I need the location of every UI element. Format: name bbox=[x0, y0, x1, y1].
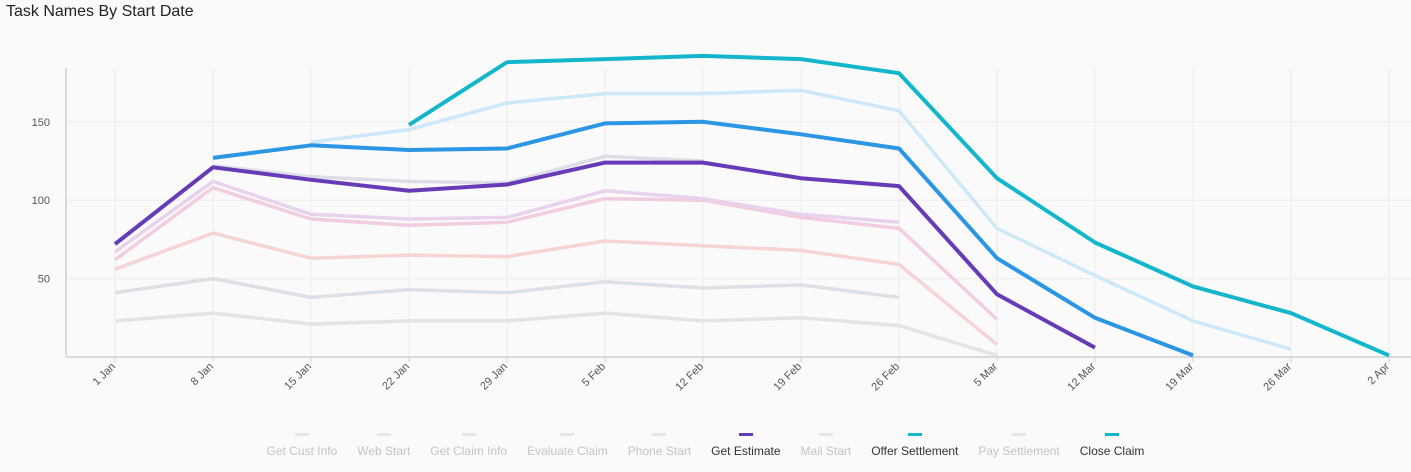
x-tick-label: 22 Jan bbox=[380, 361, 412, 393]
legend-item-web-start[interactable]: Web Start bbox=[347, 430, 420, 458]
legend-label: Web Start bbox=[357, 444, 411, 458]
x-tick-label: 19 Mar bbox=[1163, 360, 1196, 393]
legend-swatch bbox=[1105, 433, 1120, 436]
y-tick-label: 50 bbox=[38, 274, 50, 286]
legend-item-phone-start[interactable]: Phone Start bbox=[618, 430, 701, 458]
legend-label: Get Claim Info bbox=[430, 444, 508, 458]
legend-swatch bbox=[560, 433, 575, 436]
series-line-get-claim-info bbox=[114, 231, 999, 346]
legend-label: Mail Start bbox=[800, 444, 852, 458]
legend-label: Close Claim bbox=[1079, 444, 1145, 458]
legend-swatch bbox=[907, 433, 922, 436]
series-line-mail-start bbox=[212, 154, 704, 185]
legend-item-close-claim[interactable]: Close Claim bbox=[1070, 430, 1155, 458]
series-line-web-start bbox=[114, 276, 900, 300]
series-line-evaluate-claim bbox=[113, 185, 999, 321]
x-tick-label: 5 Feb bbox=[580, 361, 608, 389]
y-tick-label: 150 bbox=[32, 117, 50, 129]
legend-label: Get Estimate bbox=[711, 444, 781, 458]
x-tick-label: 29 Jan bbox=[478, 361, 510, 393]
x-tick-label: 5 Mar bbox=[972, 360, 1001, 389]
legend-item-mail-start[interactable]: Mail Start bbox=[791, 430, 862, 458]
legend-item-get-claim-info[interactable]: Get Claim Info bbox=[420, 430, 517, 458]
series-line-pay-settlement bbox=[310, 88, 1292, 351]
x-tick-label: 1 Jan bbox=[91, 361, 119, 389]
x-tick-label: 19 Feb bbox=[771, 361, 804, 394]
legend-label: Pay Settlement bbox=[978, 444, 1060, 458]
chart-title: Task Names By Start Date bbox=[6, 3, 194, 20]
x-tick-label: 12 Feb bbox=[673, 361, 706, 394]
legend-swatch bbox=[818, 433, 833, 436]
legend-swatch bbox=[738, 433, 753, 436]
series-line-offer-settlement bbox=[212, 119, 1194, 358]
line-chart: 50 100 150 1 Jan 8 Jan 15 Jan 22 Jan 29 Jan 5 Fe… bbox=[32, 53, 1411, 394]
y-tick-label: 100 bbox=[32, 195, 50, 207]
series-line-close-claim bbox=[407, 53, 1390, 358]
series-line-get-estimate bbox=[113, 160, 1096, 350]
series-line-phone-start bbox=[113, 179, 900, 254]
legend-item-evaluate-claim[interactable]: Evaluate Claim bbox=[517, 430, 618, 458]
legend-item-pay-settlement[interactable]: Pay Settlement bbox=[968, 430, 1069, 458]
legend-item-offer-settlement[interactable]: Offer Settlement bbox=[861, 430, 968, 458]
x-tick-label: 12 Mar bbox=[1065, 360, 1098, 393]
legend-swatch bbox=[652, 433, 667, 436]
legend-label: Get Cust Info bbox=[266, 444, 338, 458]
legend-swatch bbox=[376, 433, 391, 436]
legend-label: Offer Settlement bbox=[871, 444, 959, 458]
legend-label: Evaluate Claim bbox=[527, 444, 608, 458]
legend-label: Phone Start bbox=[627, 444, 692, 458]
legend-swatch bbox=[294, 433, 309, 436]
x-tick-label: 2 Apr bbox=[1365, 360, 1392, 387]
legend-item-get-cust-info[interactable]: Get Cust Info bbox=[257, 430, 348, 458]
x-tick-label: 26 Feb bbox=[869, 361, 902, 394]
x-tick-label: 15 Jan bbox=[282, 361, 314, 393]
x-tick-label: 8 Jan bbox=[189, 361, 217, 389]
legend-item-get-estimate[interactable]: Get Estimate bbox=[701, 430, 790, 458]
chart-legend: Get Cust Info Web Start Get Claim Info Eval… bbox=[0, 430, 1411, 458]
x-tick-label: 26 Mar bbox=[1261, 360, 1294, 393]
legend-swatch bbox=[1012, 433, 1027, 436]
series-line-get-cust-info bbox=[114, 311, 998, 358]
legend-swatch bbox=[461, 433, 476, 436]
